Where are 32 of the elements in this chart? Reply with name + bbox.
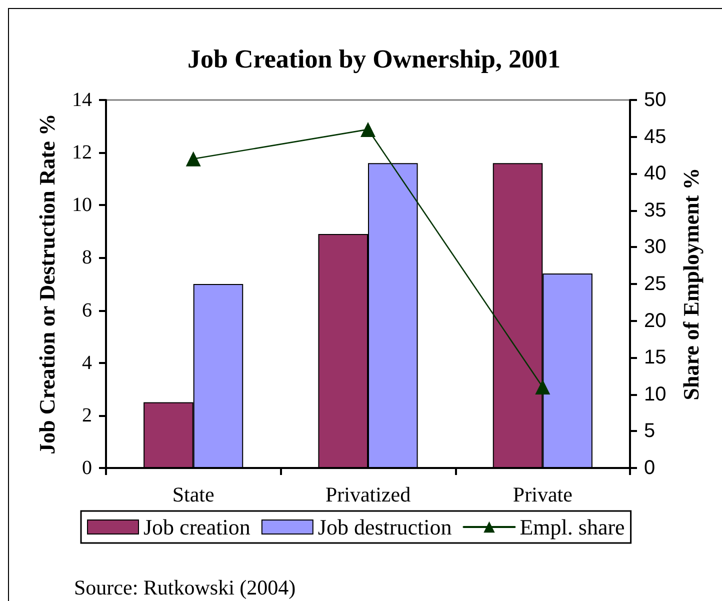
y2-tick-label: 40	[644, 162, 666, 185]
y2-tick-label: 15	[644, 346, 666, 369]
y-tick-label: 8	[82, 246, 92, 269]
y2-tick-label: 35	[644, 199, 666, 222]
y2-tick-label: 5	[644, 420, 656, 442]
legend-label: Job creation	[144, 514, 250, 540]
y-axis-title: Job Creation or Destruction Rate %	[34, 114, 60, 454]
y2-tick-label: 50	[644, 89, 666, 111]
legend-label: Empl. share	[520, 514, 625, 540]
point	[535, 380, 550, 395]
y2-tick-label: 20	[644, 310, 666, 332]
y2-tick-label: 45	[644, 126, 666, 148]
y2-tick-label: 25	[644, 273, 666, 295]
point	[186, 151, 201, 166]
y2-axis-title: Share of Employment %	[678, 168, 704, 400]
y2-tick-label: 10	[644, 383, 666, 406]
x-tick-label: Privatized	[325, 482, 412, 506]
y-tick-label: 2	[82, 404, 92, 426]
chart-title: Job Creation by Ownership, 2001	[188, 44, 560, 74]
y2-tick-label: 30	[644, 236, 666, 258]
source-note: Source: Rutkowski (2004)	[74, 576, 296, 600]
y-tick-label: 0	[82, 457, 92, 479]
x-tick-label: Private	[512, 482, 572, 506]
point	[360, 122, 376, 137]
legend-label: Job destruction	[318, 514, 452, 540]
y-tick-label: 14	[72, 89, 92, 111]
y-tick-label: 4	[82, 352, 92, 374]
y-tick-label: 10	[72, 194, 92, 216]
y2-tick-label: 0	[644, 457, 656, 479]
y-tick-label: 12	[72, 142, 92, 164]
x-tick-label: State	[172, 482, 214, 506]
y-tick-label: 6	[82, 299, 92, 322]
